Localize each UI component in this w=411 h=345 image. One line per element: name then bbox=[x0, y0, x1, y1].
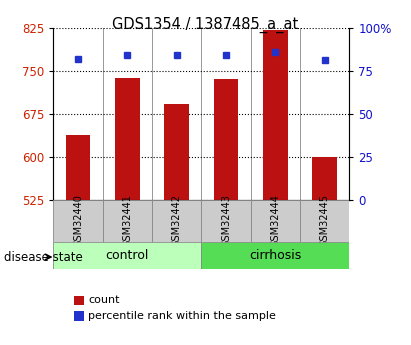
Bar bbox=[53, 200, 103, 242]
Bar bbox=[74, 311, 84, 321]
Bar bbox=[74, 296, 84, 305]
Bar bbox=[115, 78, 140, 200]
Bar bbox=[263, 30, 288, 200]
Bar bbox=[164, 104, 189, 200]
Bar bbox=[201, 241, 349, 269]
Text: GSM32443: GSM32443 bbox=[221, 194, 231, 247]
Bar bbox=[312, 157, 337, 200]
Text: GSM32441: GSM32441 bbox=[122, 194, 132, 247]
Bar bbox=[201, 200, 251, 242]
Text: GDS1354 / 1387485_a_at: GDS1354 / 1387485_a_at bbox=[112, 17, 299, 33]
Text: count: count bbox=[88, 296, 120, 305]
Text: GSM32445: GSM32445 bbox=[320, 194, 330, 247]
Bar bbox=[66, 135, 90, 200]
Bar bbox=[251, 200, 300, 242]
Bar bbox=[53, 241, 201, 269]
Text: percentile rank within the sample: percentile rank within the sample bbox=[88, 311, 276, 321]
Bar bbox=[103, 200, 152, 242]
Text: control: control bbox=[106, 249, 149, 262]
Text: GSM32440: GSM32440 bbox=[73, 194, 83, 247]
Text: cirrhosis: cirrhosis bbox=[249, 249, 302, 262]
Bar bbox=[152, 200, 201, 242]
Text: GSM32442: GSM32442 bbox=[172, 194, 182, 247]
Text: disease state: disease state bbox=[4, 250, 83, 264]
Bar bbox=[300, 200, 349, 242]
Text: GSM32444: GSM32444 bbox=[270, 194, 280, 247]
Bar bbox=[214, 79, 238, 200]
